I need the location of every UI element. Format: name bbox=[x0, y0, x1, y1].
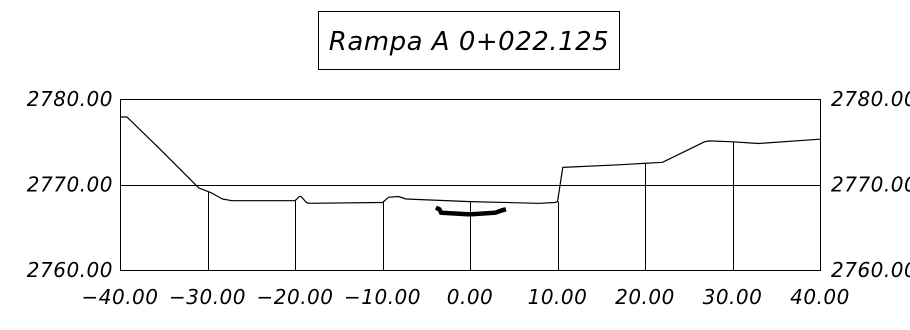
plot-area bbox=[120, 99, 821, 271]
y-tick-label-right: 2770.00 bbox=[831, 173, 910, 197]
ground-profile-line bbox=[120, 116, 821, 204]
y-tick-label-right: 2760.00 bbox=[831, 258, 910, 282]
pavement-section-line bbox=[434, 205, 507, 217]
x-tick-label: −10.00 bbox=[344, 285, 421, 309]
y-tick-label-left: 2770.00 bbox=[27, 173, 113, 197]
x-tick-label: 0.00 bbox=[447, 285, 494, 309]
y-tick-label-left: 2760.00 bbox=[27, 258, 113, 282]
x-tick-label: −30.00 bbox=[169, 285, 246, 309]
title-frame bbox=[318, 11, 620, 70]
x-tick-label: 40.00 bbox=[790, 285, 850, 309]
y-tick-label-left: 2780.00 bbox=[27, 87, 113, 111]
axis-labels: −40.00 −30.00 −20.00 −10.00 0.00 10.00 20.00 30… bbox=[27, 87, 910, 309]
x-tick-label: 30.00 bbox=[703, 285, 763, 309]
y-tick-label-right: 2780.00 bbox=[831, 87, 910, 111]
title-block: Rampa A 0+022.125 bbox=[318, 11, 620, 70]
x-tick-label: 10.00 bbox=[528, 285, 588, 309]
x-tick-label: 20.00 bbox=[615, 285, 675, 309]
x-tick-label: −20.00 bbox=[256, 285, 333, 309]
x-tick-label: −40.00 bbox=[81, 285, 158, 309]
drawing-title: Rampa A 0+022.125 bbox=[329, 27, 609, 57]
